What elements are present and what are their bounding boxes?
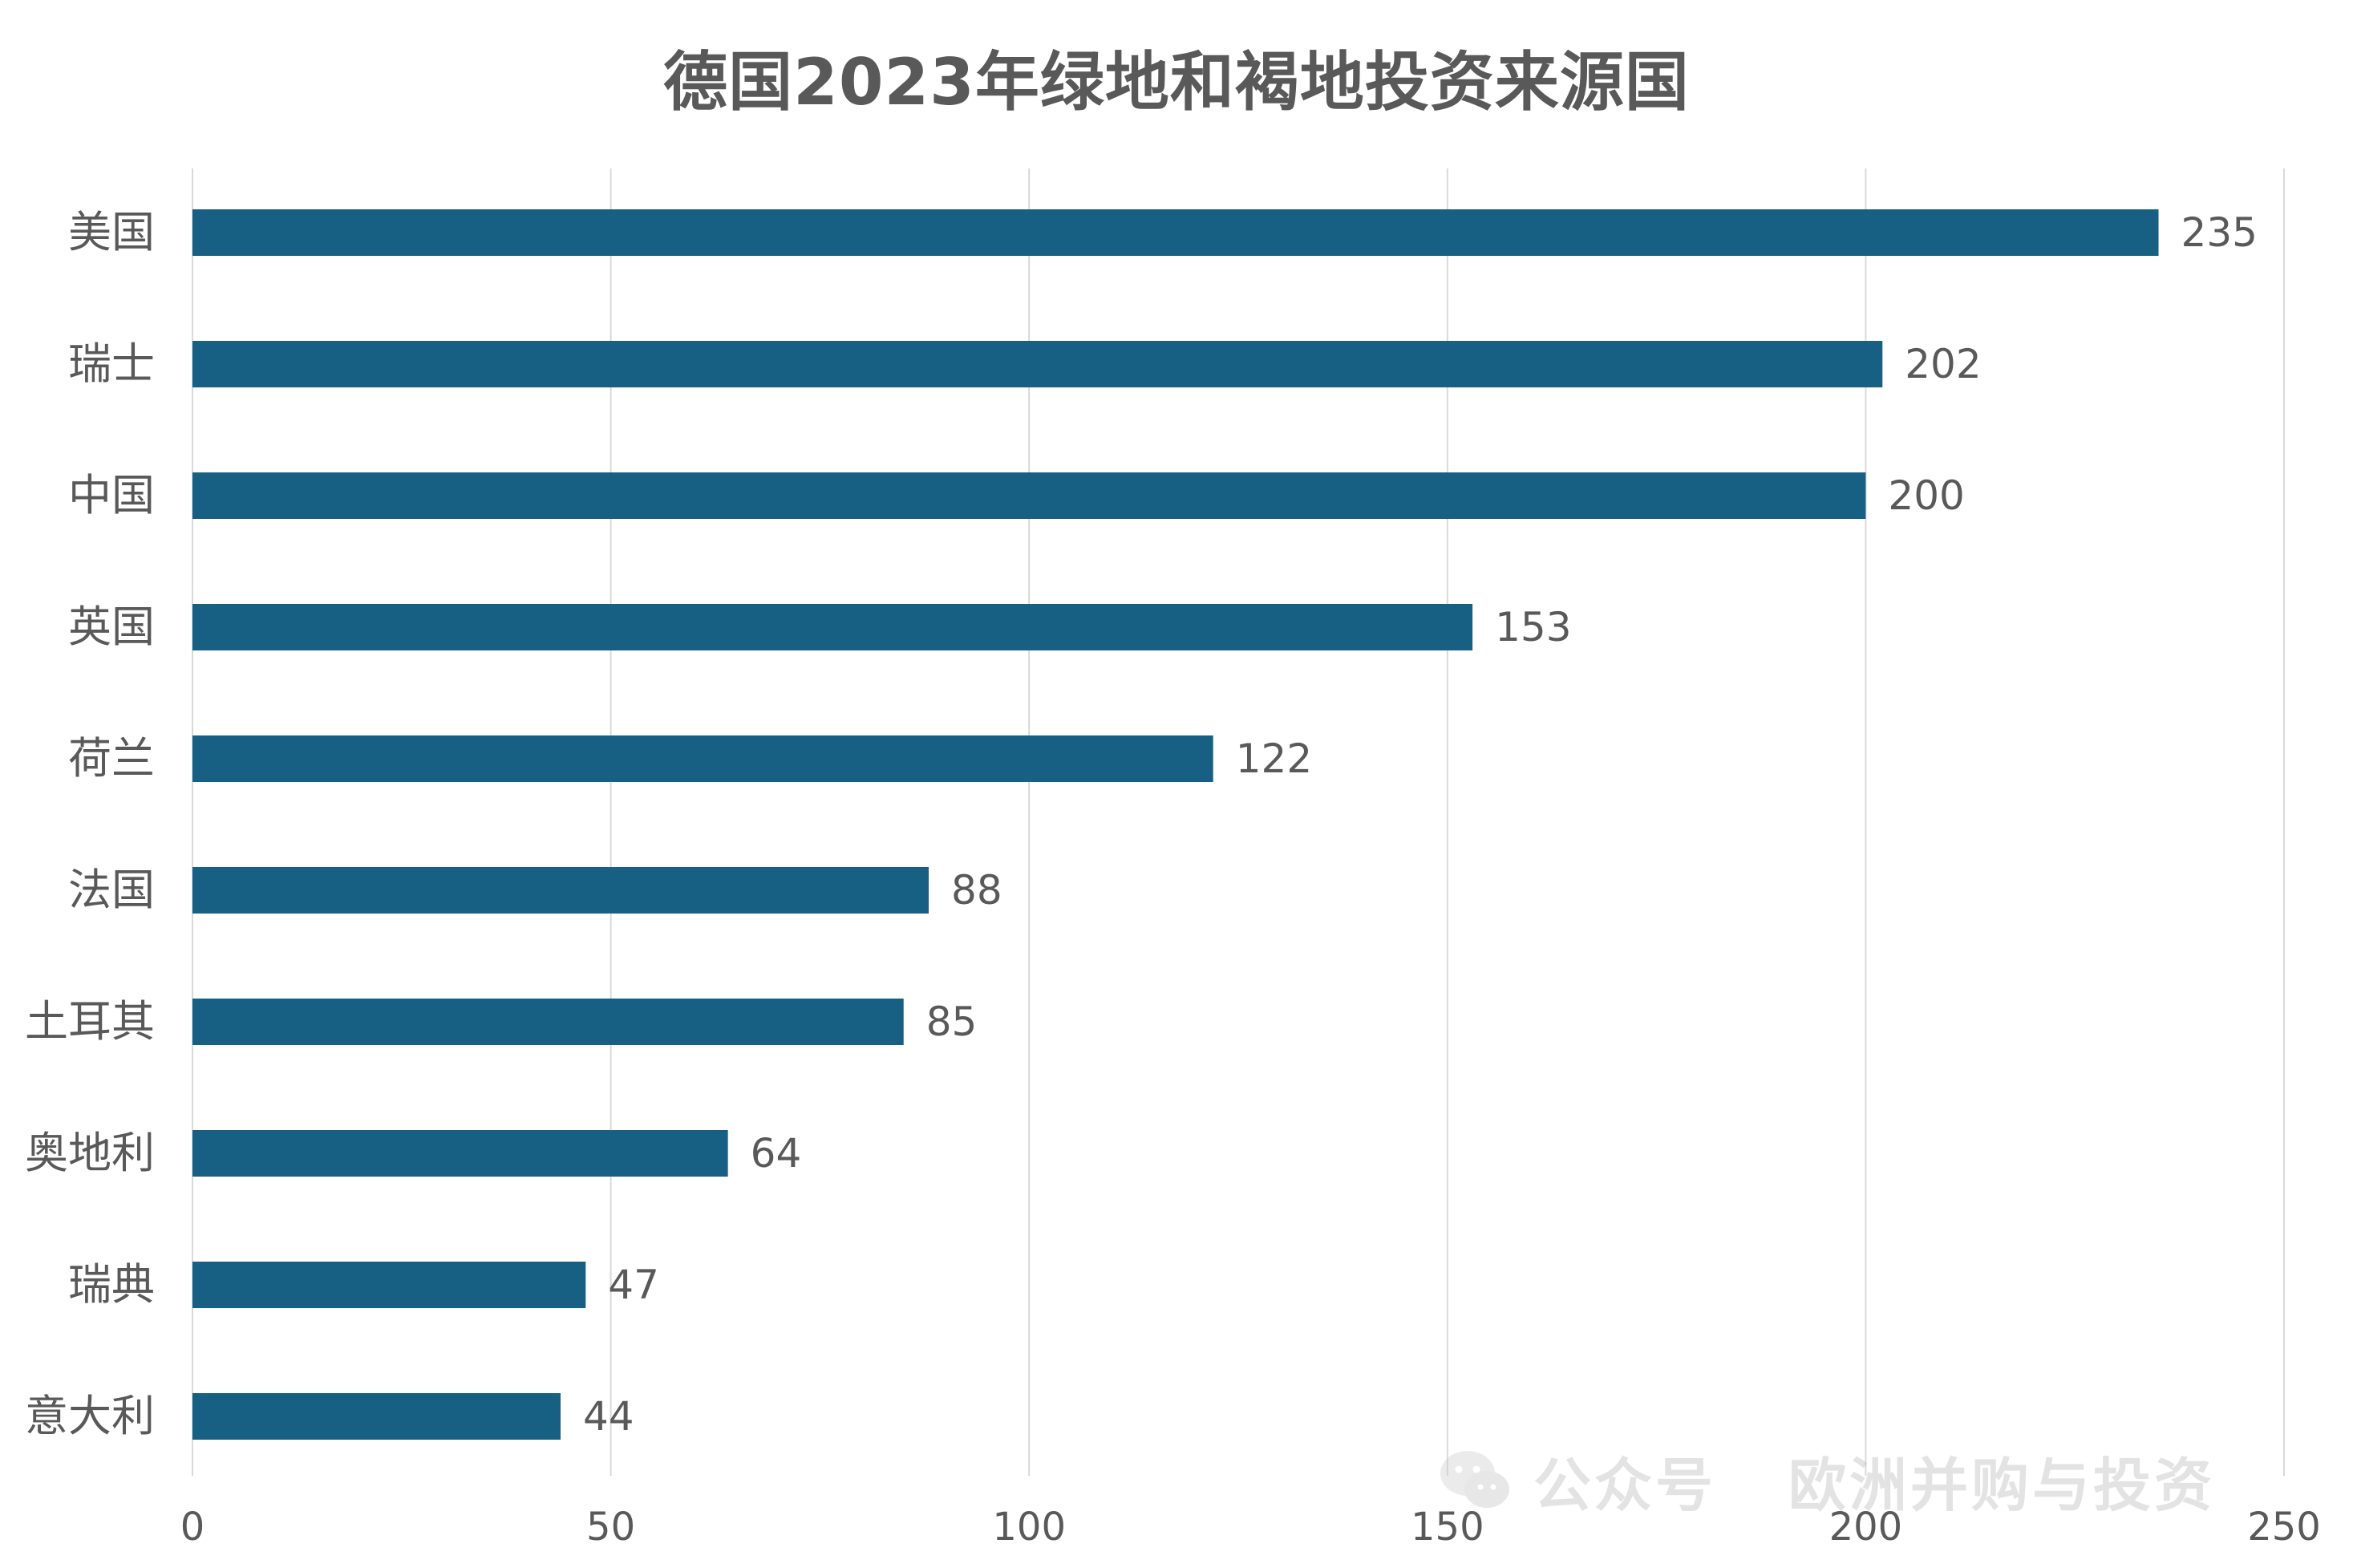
data-label: 64 — [751, 1130, 802, 1177]
bar-0 — [192, 209, 2159, 256]
bar-1 — [192, 341, 1883, 387]
y-category-label: 荷兰 — [68, 733, 155, 784]
y-category-label: 英国 — [68, 602, 155, 652]
data-label: 85 — [926, 999, 978, 1045]
data-label: 200 — [1888, 472, 1964, 519]
x-tick-label: 150 — [1411, 1505, 1484, 1550]
x-tick-label: 0 — [180, 1505, 205, 1550]
y-category-label: 意大利 — [25, 1391, 155, 1441]
bars — [192, 209, 2159, 1440]
data-label: 88 — [951, 867, 1002, 914]
data-labels: 235 202 200 153 122 88 85 64 47 44 — [583, 209, 2258, 1440]
bar-5 — [192, 867, 929, 914]
chart-title: 德国2023年绿地和褐地投资来源国 — [663, 45, 1690, 120]
bar-8 — [192, 1262, 586, 1308]
data-label: 235 — [2181, 209, 2258, 256]
x-tick-label: 50 — [586, 1505, 635, 1550]
data-label: 153 — [1495, 604, 1571, 650]
bar-3 — [192, 604, 1473, 650]
data-label: 47 — [608, 1262, 659, 1308]
data-label: 122 — [1236, 735, 1312, 782]
x-tick-label: 250 — [2247, 1505, 2321, 1550]
y-category-label: 土耳其 — [25, 996, 155, 1047]
y-category-label: 奥地利 — [25, 1128, 155, 1178]
bar-2 — [192, 472, 1866, 519]
x-tick-label: 100 — [992, 1505, 1066, 1550]
bar-4 — [192, 735, 1213, 782]
y-category-label: 瑞士 — [68, 338, 155, 389]
y-category-label: 美国 — [68, 207, 155, 257]
bar-7 — [192, 1130, 728, 1177]
data-label: 44 — [583, 1393, 634, 1440]
bar-9 — [192, 1393, 561, 1440]
y-category-label: 中国 — [68, 470, 155, 521]
y-category-label: 法国 — [68, 865, 155, 915]
data-label: 202 — [1905, 341, 1981, 387]
x-tick-label: 200 — [1829, 1505, 1903, 1550]
x-axis-ticks: 0 50 100 150 200 250 — [180, 1505, 2321, 1550]
y-category-label: 瑞典 — [68, 1259, 155, 1310]
bar-6 — [192, 999, 904, 1045]
